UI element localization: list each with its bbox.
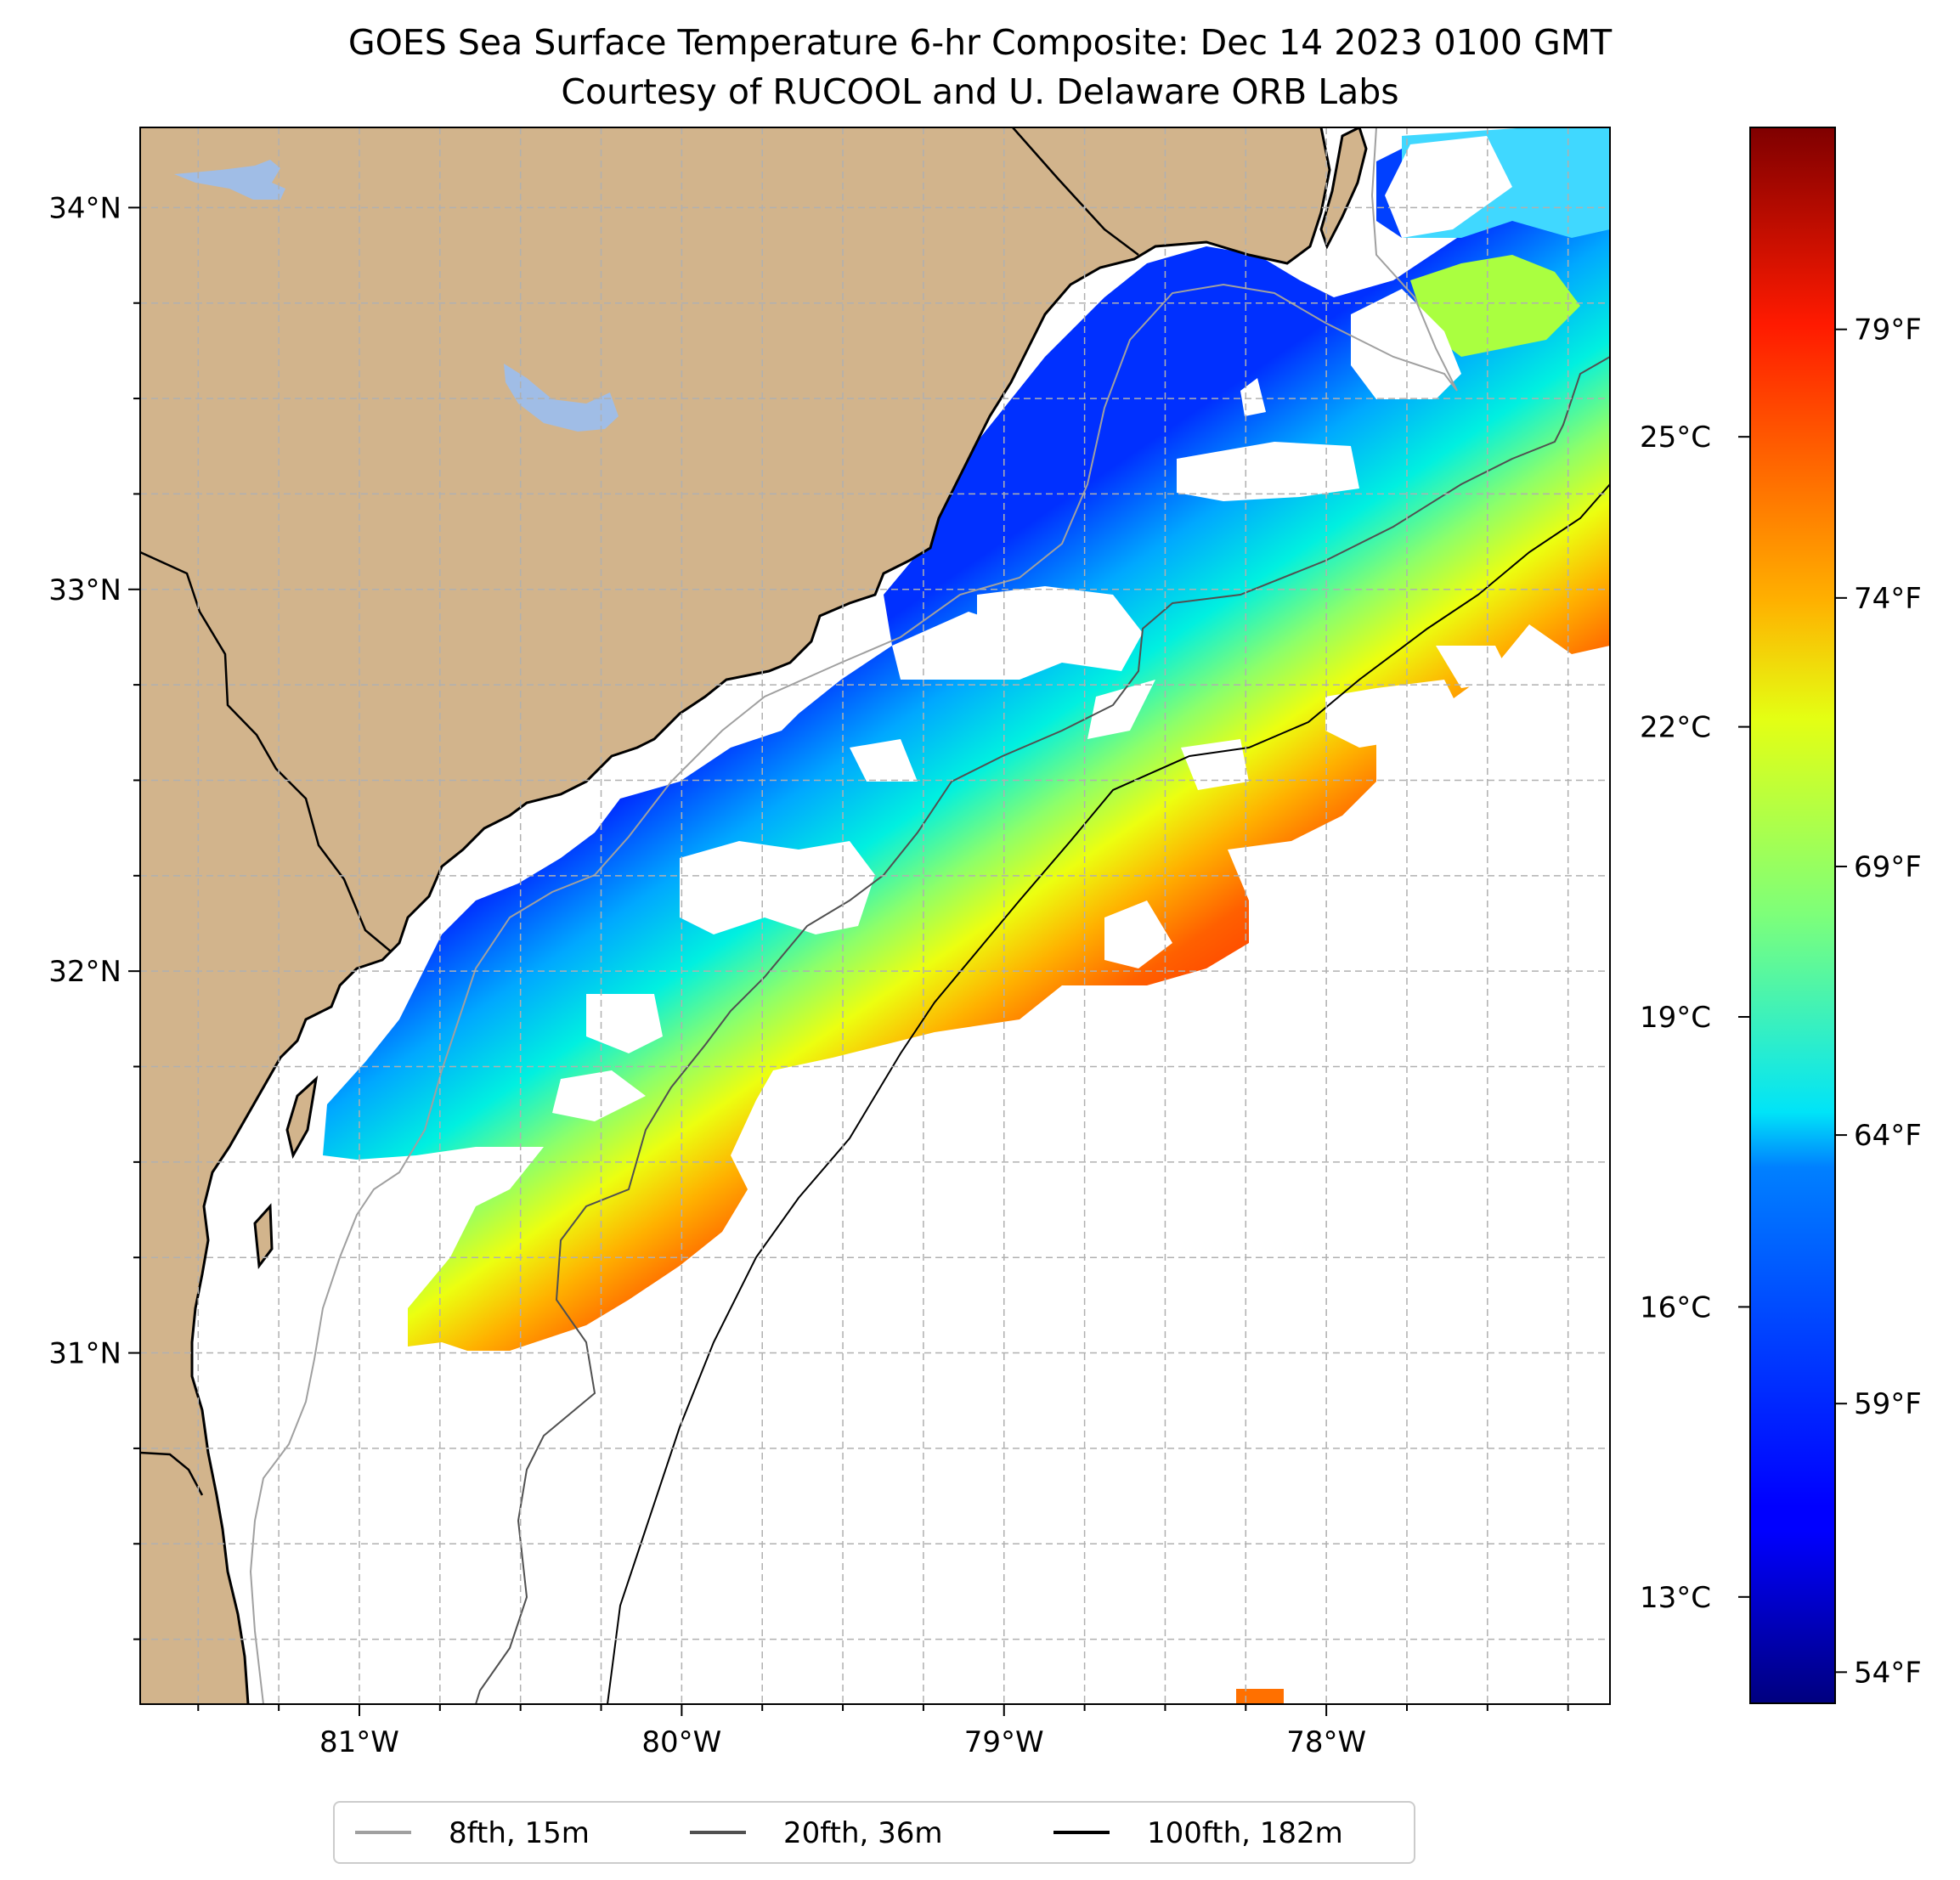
isobath-100fth xyxy=(607,483,1610,1704)
cloud-patch xyxy=(1325,680,1461,748)
cloud-patch xyxy=(850,739,918,782)
lon-tick-label: 79°W xyxy=(964,1725,1044,1759)
legend-label: 20fth, 36m xyxy=(783,1816,943,1850)
cloud-patch xyxy=(680,841,875,934)
cloud-patch xyxy=(552,1070,646,1121)
lon-tick-label: 81°W xyxy=(319,1725,399,1759)
barrier-islands xyxy=(285,1075,319,1160)
lat-tick-label: 32°N xyxy=(48,955,121,989)
isobath-20fth xyxy=(475,356,1610,1704)
fahrenheit-tick-label: 64°F xyxy=(1854,1119,1922,1153)
colorbar: 13°C 16°C 19°C 22°C 25°C 54°F 59°F 64°F 69°F 74°F… xyxy=(1640,127,1922,1704)
cloud-patch xyxy=(1177,442,1359,501)
celsius-tick-label: 25°C xyxy=(1640,421,1711,454)
celsius-tick-label: 22°C xyxy=(1640,711,1711,745)
coastline xyxy=(190,127,1331,1704)
cloud-patch xyxy=(1240,378,1266,416)
sst-offshore-speck xyxy=(1236,1689,1284,1704)
map-axes: 81°W 80°W 79°W 78°W 31°N 32°N 33°N 34°N xyxy=(48,127,1611,1759)
lon-tick-label: 78°W xyxy=(1286,1725,1366,1759)
legend: 8fth, 15m 20fth, 36m 100fth, 182m xyxy=(333,1801,1415,1864)
legend-box xyxy=(333,1801,1415,1864)
fahrenheit-tick-label: 59°F xyxy=(1854,1387,1922,1421)
isobath-8fth xyxy=(249,127,1458,1704)
cloud-patch xyxy=(892,612,1062,680)
celsius-tick-label: 16°C xyxy=(1640,1290,1711,1324)
colorbar-frame xyxy=(1749,127,1836,1704)
celsius-tick-label: 13°C xyxy=(1640,1581,1711,1615)
cloud-patch xyxy=(1087,680,1155,739)
map-frame xyxy=(139,127,1611,1705)
colorbar-ticks: 13°C 16°C 19°C 22°C 25°C 54°F 59°F 64°F 69°F 74°F… xyxy=(1640,313,1922,1691)
cloud-patch xyxy=(586,994,663,1053)
figure-title: GOES Sea Surface Temperature 6-hr Compos… xyxy=(347,22,1613,63)
sst-northeast-warm-patch xyxy=(1410,255,1580,357)
land xyxy=(140,127,1330,1704)
cloud-patch xyxy=(1181,739,1249,790)
fahrenheit-tick-label: 79°F xyxy=(1854,313,1922,347)
lat-tick-label: 31°N xyxy=(48,1337,121,1371)
state-border xyxy=(1012,127,1139,256)
celsius-tick-label: 19°C xyxy=(1640,1001,1711,1035)
colorbar-gradient xyxy=(1750,127,1835,1703)
lake-marion xyxy=(504,364,619,432)
figure-subtitle: Courtesy of RUCOOL and U. Delaware ORB L… xyxy=(561,71,1399,112)
cloud-patch xyxy=(1385,136,1512,238)
fahrenheit-tick-label: 74°F xyxy=(1854,582,1922,616)
graticule xyxy=(140,127,1610,1704)
legend-label: 8fth, 15m xyxy=(449,1816,590,1850)
barrier-islands xyxy=(253,1203,274,1269)
lat-tick-label: 33°N xyxy=(48,573,121,607)
cloud-patch xyxy=(1351,289,1461,399)
lat-tick-label: 34°N xyxy=(48,191,121,225)
fahrenheit-tick-label: 69°F xyxy=(1854,850,1922,884)
map-ticks: 81°W 80°W 79°W 78°W 31°N 32°N 33°N 34°N xyxy=(48,191,1569,1759)
lake-north xyxy=(174,160,285,200)
cloud-patch xyxy=(1342,816,1470,867)
state-border xyxy=(140,550,392,952)
cloud-patch xyxy=(1436,646,1512,688)
cloud-patch xyxy=(1104,900,1172,968)
lon-tick-label: 80°W xyxy=(641,1725,721,1759)
fahrenheit-tick-label: 54°F xyxy=(1854,1656,1922,1690)
legend-label: 100fth, 182m xyxy=(1147,1816,1343,1850)
cloud-mask xyxy=(552,136,1512,1121)
barrier-islands xyxy=(1319,127,1368,250)
state-border xyxy=(140,1451,204,1496)
